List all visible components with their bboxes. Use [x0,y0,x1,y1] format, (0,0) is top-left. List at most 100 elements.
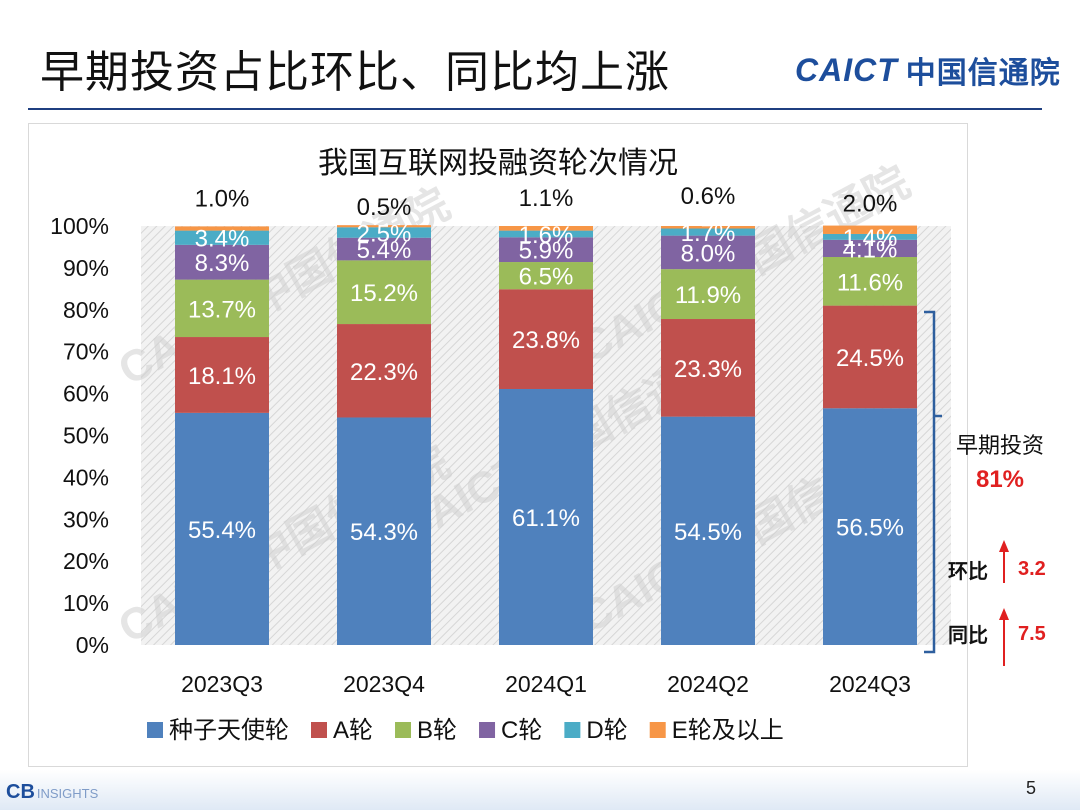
slide-title: 早期投资占比环比、同比均上涨 [40,48,670,97]
legend-swatch [147,722,163,738]
bar-segment [337,237,431,261]
footer-band [0,770,1080,810]
bar-segment [175,337,269,413]
legend-swatch [479,722,496,738]
bar-segment [499,230,593,238]
data-label: 1.1% [519,185,574,212]
bar-segment [175,412,269,645]
data-label: 23.3% [674,356,742,383]
x-tick-label: 2023Q4 [343,671,425,697]
bar-segment [337,227,431,238]
qoq-value: 3.2 [1018,558,1046,580]
data-label: 1.4% [843,225,898,252]
bar-segment [337,417,431,645]
bar-segment [499,262,593,290]
bar-segment [499,226,593,231]
legend-swatch [649,722,666,738]
y-axis: 0% 10% 20% 30% 40% 50% 60% 70% 80% 90% 100% [50,213,109,658]
data-label: 13.7% [188,296,256,323]
data-label: 1.7% [681,220,736,247]
chart-title: 我国互联网投融资轮次情况 [318,147,678,180]
caict-logo: CAICT 中国信通院 [795,50,1061,91]
bar-segment [823,305,917,409]
legend-label: B轮 [417,717,457,744]
y-tick-label: 10% [63,590,109,616]
y-tick-label: 60% [63,381,109,407]
data-label: 23.8% [512,327,580,354]
legend-label: D轮 [586,717,627,744]
annotation-layer: 早期投资 81% 环比 3.2 同比 7.5 [924,310,1046,666]
y-tick-label: 90% [63,255,109,281]
qoq-up-arrow-icon [999,540,1009,583]
yoy-label: 同比 [948,624,988,647]
data-label: 0.5% [357,194,412,221]
data-label: 5.4% [357,237,412,264]
footer-logo-subtext: INSIGHTS [36,786,99,801]
data-label: 22.3% [350,359,418,386]
bar-segment [499,388,593,645]
bar-segment [823,257,917,306]
y-tick-label: 30% [63,506,109,532]
bar-segment [823,225,917,234]
bar-layer [175,225,917,645]
data-label: 6.5% [519,264,574,291]
early-stage-bracket [924,310,936,654]
legend-swatch [311,722,327,738]
x-axis: 2023Q3 2023Q4 2024Q1 2024Q2 2024Q3 [181,671,911,697]
bar-segment [499,237,593,263]
bar-segment [337,225,431,228]
legend-label: E轮及以上 [672,717,784,744]
bar-segment [175,279,269,338]
y-tick-label: 50% [63,423,109,449]
data-label-layer: 55.4% 18.1% 13.7% 8.3%3.4% 1.0% 54.3% 22.3% 15.… [188,183,904,546]
data-label: 11.6% [837,269,903,296]
bar-segment [337,260,431,325]
early-stage-label: 早期投资 [956,433,1044,458]
bar-segment [823,239,917,258]
bar-segment [661,235,755,270]
data-label: 0.6% [681,183,736,210]
data-label: 11.9% [675,282,741,309]
logo-text-cn: 中国信通院 [905,57,1061,90]
bar-segment [823,408,917,645]
qoq-label: 环比 [948,560,988,583]
legend: 种子天使轮 A轮 B轮 C轮 D轮 E轮及以上 [147,717,784,744]
data-label: 2.0% [843,191,898,218]
footer-logo-text: CB [6,781,35,803]
page-number: 5 [1025,778,1036,798]
data-label: 4.1% [843,236,898,263]
bar-segment [661,416,755,645]
title-divider [28,108,1042,110]
data-label: 55.4% [188,517,256,544]
cb-insights-logo: CB INSIGHTS [6,781,98,804]
y-tick-label: 70% [63,339,109,365]
bar-segment [175,230,269,245]
x-tick-label: 2024Q3 [829,671,911,697]
y-tick-label: 20% [63,548,109,574]
data-label: 8.3% [195,250,250,277]
legend-swatch [395,722,412,738]
x-tick-label: 2024Q1 [505,671,587,697]
legend-label: 种子天使轮 [169,717,289,744]
data-label: 56.5% [836,515,904,542]
y-tick-label: 100% [50,213,109,239]
chart-frame: CAICT 中国信通院 CAICT 中国信通院 CAICT 中国信通院 CAICT 中… [28,123,968,767]
bar-segment [661,226,755,229]
legend-label: A轮 [333,717,373,744]
y-tick-label: 0% [76,632,109,658]
data-label: 54.5% [674,519,742,546]
logo-text-en: CAICT [795,51,898,88]
bar-segment [175,226,269,231]
bar-segment [661,319,755,417]
data-label: 3.4% [195,226,250,253]
bar-segment [337,324,431,418]
data-label: 5.9% [519,238,574,265]
bar-segment [823,233,917,240]
data-label: 2.5% [357,220,412,247]
early-stage-value: 81% [976,466,1024,493]
y-tick-label: 40% [63,464,109,490]
x-tick-label: 2023Q3 [181,671,263,697]
data-label: 18.1% [188,363,256,390]
data-label: 1.6% [519,222,574,249]
